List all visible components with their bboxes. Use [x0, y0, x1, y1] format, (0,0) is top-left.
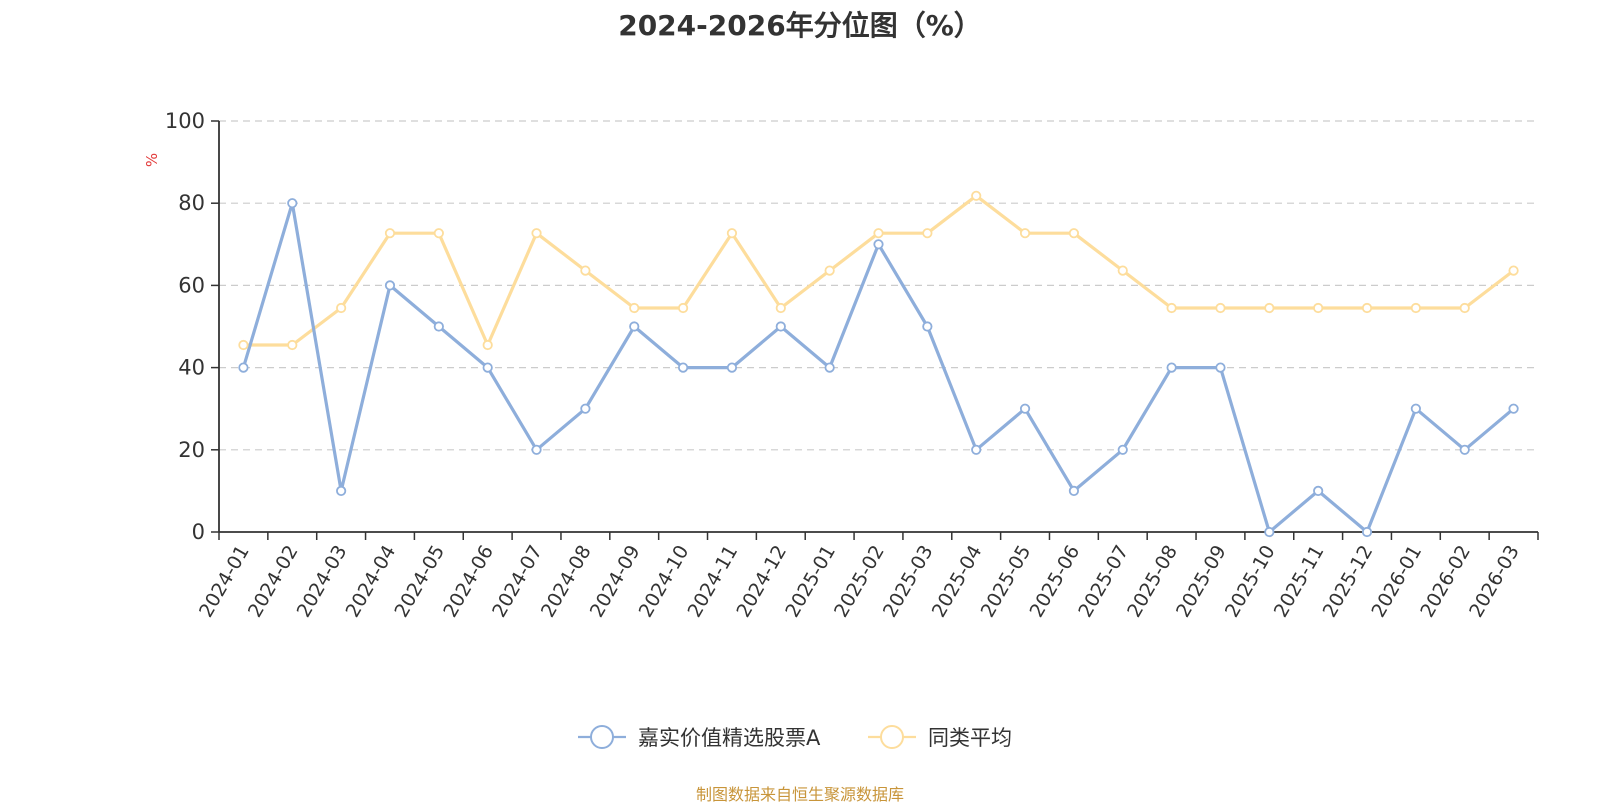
y-tick-label: 60 [178, 273, 205, 297]
data-point [1264, 302, 1275, 314]
data-point [287, 198, 298, 209]
data-point [1264, 526, 1275, 538]
data-point [629, 321, 640, 332]
y-tick-label: 80 [178, 191, 205, 215]
data-point [824, 362, 835, 373]
data-point [775, 302, 786, 314]
data-point [482, 362, 493, 373]
data-point [482, 339, 493, 351]
data-point [726, 362, 738, 373]
data-point [873, 239, 884, 250]
data-point [1459, 302, 1470, 314]
grid-lines [219, 120, 1538, 451]
data-point [1410, 302, 1421, 314]
chart-title: 2024-2026年分位图（%） [618, 9, 982, 42]
data-point [384, 280, 396, 291]
legend-label-0: 嘉实价值精选股票A [638, 726, 821, 750]
data-point [1313, 485, 1324, 496]
data-point [1166, 362, 1177, 373]
legend[interactable]: 嘉实价值精选股票A 同类平均 [578, 725, 1012, 750]
data-point [1068, 485, 1080, 496]
data-point [677, 362, 689, 373]
data-point [971, 190, 982, 201]
data-point [238, 339, 249, 351]
data-point [531, 228, 542, 239]
data-point [726, 228, 738, 239]
data-point [1117, 265, 1128, 276]
data-point [433, 321, 444, 332]
data-point [1361, 526, 1373, 538]
data-point [873, 228, 884, 239]
data-point [287, 339, 298, 351]
data-point [1313, 302, 1324, 314]
data-point [971, 444, 982, 455]
data-point [677, 302, 689, 314]
legend-label-1: 同类平均 [928, 726, 1012, 750]
data-point [824, 265, 835, 276]
data-point [433, 228, 444, 239]
y-tick-label: 20 [178, 438, 205, 462]
data-point [1508, 265, 1519, 276]
data-point [922, 321, 933, 332]
data-point [1508, 403, 1519, 414]
data-point [1019, 228, 1031, 239]
data-point [336, 485, 347, 496]
data-point [531, 444, 542, 455]
data-point [1361, 302, 1373, 314]
data-point [1117, 444, 1128, 455]
data-point [580, 403, 591, 414]
data-point [1166, 302, 1177, 314]
data-point [922, 228, 933, 239]
y-tick-label: 0 [192, 520, 205, 544]
data-point [238, 362, 249, 373]
data-point [336, 302, 347, 314]
data-point [384, 228, 396, 239]
data-point [580, 265, 591, 276]
data-point [629, 302, 640, 314]
y-axis-label: % [143, 153, 161, 167]
data-point [1410, 403, 1421, 414]
data-point [1215, 362, 1226, 373]
y-tick-label: 100 [165, 109, 205, 133]
source-note: 制图数据来自恒生聚源数据库 [695, 785, 904, 804]
data-point [1215, 302, 1226, 314]
data-point [1019, 403, 1031, 414]
series-lines [238, 190, 1519, 538]
data-point [1459, 444, 1470, 455]
legend-marker-1 [880, 725, 904, 749]
legend-marker-0 [590, 725, 614, 749]
y-tick-label: 40 [178, 356, 205, 380]
data-point [775, 321, 786, 332]
data-point [1068, 228, 1080, 239]
